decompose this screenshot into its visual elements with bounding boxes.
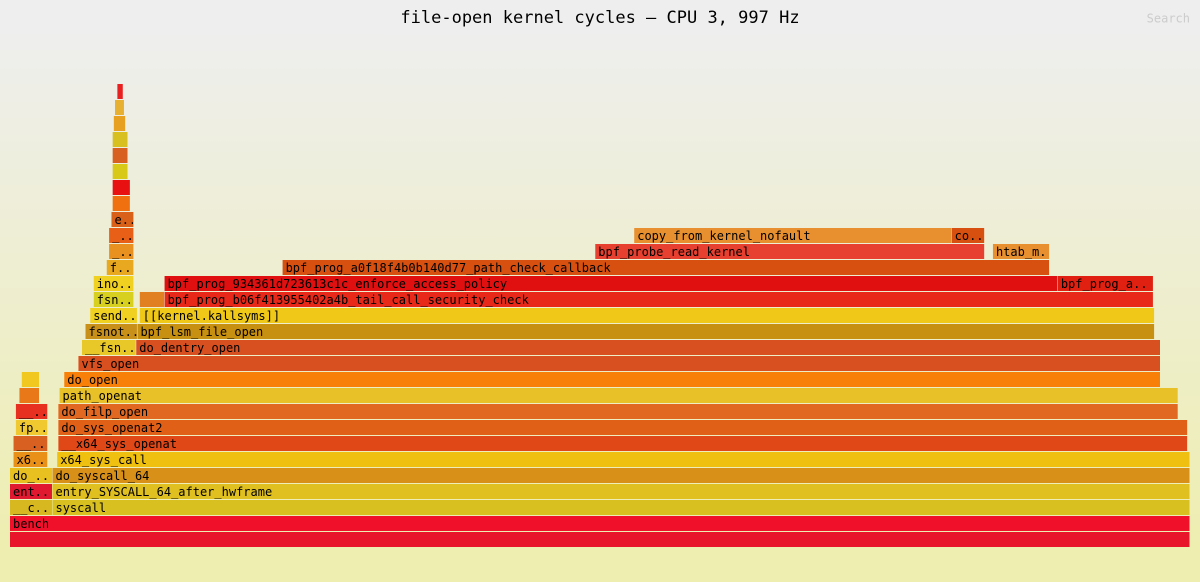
frame[interactable] xyxy=(81,340,136,355)
frame[interactable] xyxy=(21,372,39,387)
frame[interactable] xyxy=(52,484,1190,499)
frame[interactable] xyxy=(10,516,1190,531)
frame[interactable] xyxy=(112,180,130,195)
chart-title: file-open kernel cycles — CPU 3, 997 Hz xyxy=(400,8,799,28)
frame[interactable] xyxy=(10,532,1190,547)
frame[interactable] xyxy=(139,308,1155,323)
frame[interactable] xyxy=(595,244,985,259)
frame[interactable] xyxy=(115,100,124,115)
frame[interactable] xyxy=(19,388,39,403)
frame[interactable] xyxy=(90,308,137,323)
frame[interactable] xyxy=(992,244,1050,259)
frame[interactable] xyxy=(113,116,126,131)
frame[interactable] xyxy=(58,420,1188,435)
frame[interactable] xyxy=(93,276,134,291)
frame[interactable] xyxy=(58,436,1188,451)
frame[interactable] xyxy=(59,388,1178,403)
frame[interactable] xyxy=(137,324,1155,339)
frame[interactable] xyxy=(1057,276,1153,291)
frame[interactable] xyxy=(15,420,48,435)
frame[interactable] xyxy=(106,260,134,275)
frame[interactable] xyxy=(15,404,48,419)
frame[interactable] xyxy=(10,500,52,515)
frame[interactable] xyxy=(13,452,48,467)
frame[interactable] xyxy=(10,468,52,483)
search-button[interactable]: Search xyxy=(1147,12,1190,26)
frame[interactable] xyxy=(78,356,1161,371)
frame[interactable] xyxy=(136,340,1160,355)
frame[interactable] xyxy=(282,260,1050,275)
frame[interactable] xyxy=(109,244,134,259)
frame[interactable] xyxy=(10,484,52,499)
frame[interactable] xyxy=(64,372,1160,387)
frame[interactable] xyxy=(58,404,1178,419)
frame[interactable] xyxy=(109,228,134,243)
frame[interactable] xyxy=(139,292,165,307)
frame[interactable] xyxy=(117,84,123,99)
frame[interactable] xyxy=(13,436,48,451)
frame[interactable] xyxy=(93,292,134,307)
frame[interactable] xyxy=(52,468,1190,483)
frame[interactable] xyxy=(634,228,952,243)
frame[interactable] xyxy=(112,164,128,179)
frame[interactable] xyxy=(112,196,130,211)
frame[interactable] xyxy=(951,228,985,243)
frame[interactable] xyxy=(112,148,128,163)
frame[interactable] xyxy=(52,500,1190,515)
frame[interactable] xyxy=(164,276,1058,291)
frame[interactable] xyxy=(57,452,1190,467)
frame[interactable] xyxy=(85,324,137,339)
frame[interactable] xyxy=(164,292,1153,307)
frame[interactable] xyxy=(111,212,134,227)
frame[interactable] xyxy=(112,132,128,147)
